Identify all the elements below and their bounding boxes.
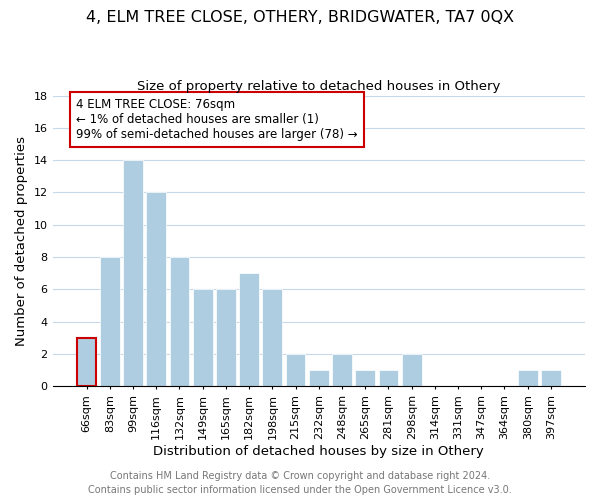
Text: Contains HM Land Registry data © Crown copyright and database right 2024.
Contai: Contains HM Land Registry data © Crown c… — [88, 471, 512, 495]
Bar — [309, 370, 329, 386]
Bar — [379, 370, 398, 386]
Bar — [402, 354, 422, 386]
Bar — [123, 160, 143, 386]
Bar — [77, 338, 97, 386]
X-axis label: Distribution of detached houses by size in Othery: Distribution of detached houses by size … — [154, 444, 484, 458]
Bar — [193, 290, 212, 386]
Text: 4, ELM TREE CLOSE, OTHERY, BRIDGWATER, TA7 0QX: 4, ELM TREE CLOSE, OTHERY, BRIDGWATER, T… — [86, 10, 514, 25]
Bar — [100, 257, 119, 386]
Title: Size of property relative to detached houses in Othery: Size of property relative to detached ho… — [137, 80, 500, 93]
Bar — [332, 354, 352, 386]
Bar — [262, 290, 282, 386]
Bar — [541, 370, 561, 386]
Bar — [355, 370, 375, 386]
Y-axis label: Number of detached properties: Number of detached properties — [15, 136, 28, 346]
Bar — [286, 354, 305, 386]
Bar — [216, 290, 236, 386]
Bar — [146, 192, 166, 386]
Bar — [518, 370, 538, 386]
Bar — [239, 273, 259, 386]
Bar — [170, 257, 190, 386]
Text: 4 ELM TREE CLOSE: 76sqm
← 1% of detached houses are smaller (1)
99% of semi-deta: 4 ELM TREE CLOSE: 76sqm ← 1% of detached… — [76, 98, 358, 141]
